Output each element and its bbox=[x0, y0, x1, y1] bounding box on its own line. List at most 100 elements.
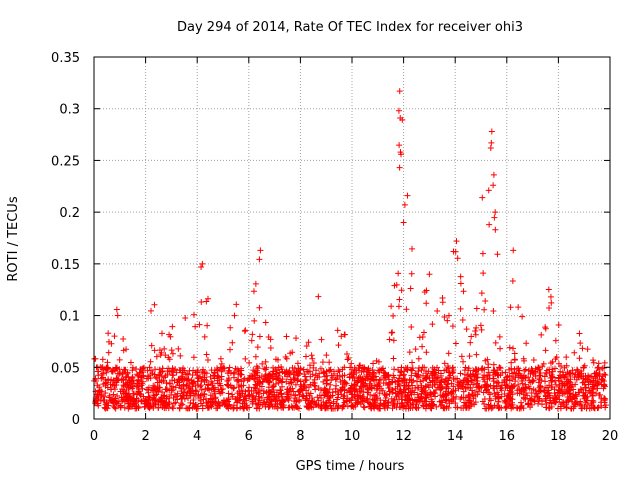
data-point bbox=[390, 337, 397, 344]
data-point bbox=[509, 399, 516, 406]
data-point bbox=[459, 383, 466, 390]
data-point bbox=[302, 353, 309, 360]
data-point bbox=[414, 391, 421, 398]
data-point bbox=[508, 365, 515, 372]
data-point bbox=[261, 373, 268, 380]
data-point bbox=[290, 398, 297, 405]
data-point bbox=[406, 349, 413, 356]
data-point bbox=[273, 376, 280, 383]
data-point bbox=[450, 383, 457, 390]
data-point bbox=[572, 381, 579, 388]
data-point bbox=[589, 389, 596, 396]
data-point bbox=[444, 317, 451, 324]
y-tick-label: 0.2 bbox=[59, 206, 80, 221]
data-point bbox=[266, 402, 273, 409]
data-point bbox=[221, 365, 228, 372]
data-point bbox=[426, 391, 433, 398]
data-point bbox=[255, 401, 262, 408]
data-point bbox=[334, 389, 341, 396]
data-point bbox=[93, 400, 100, 407]
data-point bbox=[256, 405, 263, 412]
data-point bbox=[261, 399, 268, 406]
data-point bbox=[449, 398, 456, 405]
data-point bbox=[128, 383, 135, 390]
data-point bbox=[312, 401, 319, 408]
data-point bbox=[146, 395, 153, 402]
data-point bbox=[178, 377, 185, 384]
data-point bbox=[108, 376, 115, 383]
data-point bbox=[217, 355, 224, 362]
data-point bbox=[183, 382, 190, 389]
data-point bbox=[547, 293, 554, 300]
data-point bbox=[272, 356, 279, 363]
data-point bbox=[474, 371, 481, 378]
data-point bbox=[545, 286, 552, 293]
data-point bbox=[309, 395, 316, 402]
data-point bbox=[140, 372, 147, 379]
data-point bbox=[415, 355, 422, 362]
data-point bbox=[112, 377, 119, 384]
data-point bbox=[108, 397, 115, 404]
data-point bbox=[111, 386, 118, 393]
data-point bbox=[574, 400, 581, 407]
data-point bbox=[162, 402, 169, 409]
data-point bbox=[436, 398, 443, 405]
data-point bbox=[464, 372, 471, 379]
data-point bbox=[457, 280, 464, 287]
data-point bbox=[516, 390, 523, 397]
data-point bbox=[185, 376, 192, 383]
data-point bbox=[305, 339, 312, 346]
data-point bbox=[485, 383, 492, 390]
data-point bbox=[445, 385, 452, 392]
data-point bbox=[418, 386, 425, 393]
data-point bbox=[566, 370, 573, 377]
data-point bbox=[196, 321, 203, 328]
data-point bbox=[507, 396, 514, 403]
data-point bbox=[158, 349, 165, 356]
data-point bbox=[460, 288, 467, 295]
data-point bbox=[270, 375, 277, 382]
data-point bbox=[262, 403, 269, 410]
data-point bbox=[478, 367, 485, 374]
data-point bbox=[493, 383, 500, 390]
data-point bbox=[243, 397, 250, 404]
data-point bbox=[561, 364, 568, 371]
data-point bbox=[287, 350, 294, 357]
data-point bbox=[341, 386, 348, 393]
data-point bbox=[113, 306, 120, 313]
data-point bbox=[147, 403, 154, 410]
x-tick-label: 4 bbox=[193, 429, 201, 444]
data-point bbox=[486, 375, 493, 382]
data-point bbox=[235, 376, 242, 383]
data-point bbox=[266, 389, 273, 396]
data-point bbox=[466, 397, 473, 404]
data-point bbox=[189, 371, 196, 378]
data-point bbox=[206, 387, 213, 394]
data-point bbox=[234, 404, 241, 411]
data-point bbox=[552, 381, 559, 388]
data-point bbox=[438, 401, 445, 408]
data-point bbox=[549, 374, 556, 381]
data-point bbox=[487, 391, 494, 398]
data-point bbox=[278, 390, 285, 397]
data-point bbox=[238, 387, 245, 394]
data-point bbox=[420, 403, 427, 410]
data-point bbox=[256, 256, 263, 263]
data-point bbox=[148, 367, 155, 374]
data-point bbox=[146, 364, 153, 371]
data-point bbox=[197, 383, 204, 390]
data-point bbox=[282, 370, 289, 377]
data-point bbox=[235, 397, 242, 404]
data-point bbox=[534, 393, 541, 400]
data-point bbox=[347, 397, 354, 404]
data-point bbox=[559, 390, 566, 397]
data-point bbox=[471, 401, 478, 408]
data-point bbox=[389, 387, 396, 394]
data-point bbox=[348, 382, 355, 389]
data-point bbox=[173, 393, 180, 400]
data-point bbox=[540, 360, 547, 367]
data-point bbox=[478, 326, 485, 333]
data-point bbox=[316, 392, 323, 399]
data-point bbox=[571, 349, 578, 356]
data-point bbox=[509, 384, 516, 391]
